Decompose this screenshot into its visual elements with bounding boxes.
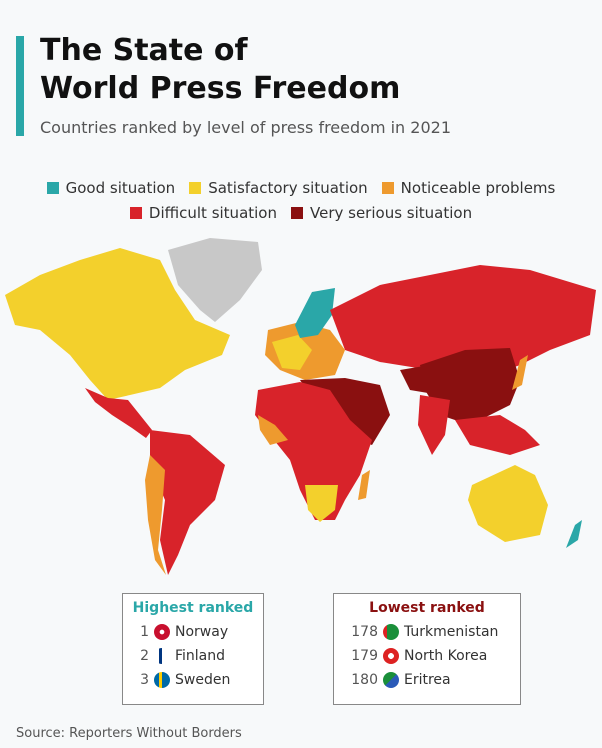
- rank: 1: [140, 624, 149, 640]
- country: Turkmenistan: [404, 624, 499, 640]
- title-line: World Press Freedom: [40, 71, 401, 106]
- country: North Korea: [404, 648, 488, 664]
- country: Sweden: [175, 672, 231, 688]
- title-line: The State of: [40, 33, 248, 68]
- country: Eritrea: [404, 672, 451, 688]
- country: Finland: [175, 648, 226, 664]
- west-africa: [258, 415, 288, 445]
- ranking-row: 179 North Korea: [334, 644, 520, 668]
- australia: [468, 465, 548, 542]
- legend-item: Difficult situation: [129, 201, 277, 226]
- madagascar: [358, 470, 370, 500]
- south-america-orange: [145, 455, 166, 575]
- russia: [330, 265, 596, 380]
- rank: 178: [351, 624, 378, 640]
- source: Source: Reporters Without Borders: [16, 726, 242, 741]
- title: The State of World Press Freedom: [40, 32, 400, 108]
- rank: 3: [140, 672, 149, 688]
- highest-box: Highest ranked 1 Norway 2 Finland 3 Sweden: [122, 593, 264, 705]
- ranking-row: 2 Finland: [123, 644, 263, 668]
- legend-item: Satisfactory situation: [189, 176, 368, 201]
- flag: [154, 624, 170, 640]
- africa: [255, 382, 372, 520]
- central-america: [85, 388, 152, 438]
- legend-swatch: [189, 182, 202, 194]
- rank: 179: [351, 648, 378, 664]
- flag: [154, 672, 170, 688]
- legend-swatch: [46, 182, 59, 194]
- lowest-box: Lowest ranked 178 Turkmenistan 179 North Ko…: [333, 593, 521, 705]
- ranking-row: 178 Turkmenistan: [334, 620, 520, 644]
- accent-bar: [16, 36, 24, 136]
- flag: [154, 648, 170, 664]
- legend-item: Noticeable problems: [381, 176, 556, 201]
- india: [418, 395, 450, 455]
- world-map: [5, 238, 596, 575]
- legend-label: Satisfactory situation: [208, 179, 368, 197]
- flag: [383, 672, 399, 688]
- ranking-row: 3 Sweden: [123, 668, 263, 692]
- ranking-row: 1 Norway: [123, 620, 263, 644]
- rank: 180: [351, 672, 378, 688]
- rank: 2: [140, 648, 149, 664]
- north-america: [5, 248, 230, 400]
- country: Norway: [175, 624, 229, 640]
- legend-swatch: [129, 207, 142, 219]
- box-title: Highest ranked: [132, 600, 254, 616]
- flag: [383, 648, 399, 664]
- box-title: Lowest ranked: [369, 600, 485, 616]
- southern-africa: [305, 485, 338, 522]
- south-america-red: [150, 430, 225, 575]
- japan: [512, 355, 528, 390]
- legend-swatch: [291, 207, 303, 219]
- legend-label: Noticeable problems: [400, 179, 556, 197]
- western-europe: [272, 335, 312, 370]
- southeast-asia: [455, 415, 540, 455]
- legend-item: Very serious situation: [291, 201, 472, 226]
- legend: Good situation Satisfactory situation Noti…: [0, 176, 602, 226]
- legend-label: Very serious situation: [310, 204, 473, 222]
- scandinavia: [295, 288, 335, 338]
- legend-item: Good situation: [46, 176, 176, 201]
- new-zealand: [566, 520, 582, 548]
- legend-swatch: [381, 182, 394, 194]
- greenland: [168, 238, 262, 322]
- flag: [383, 624, 399, 640]
- ranking-row: 180 Eritrea: [334, 668, 520, 692]
- subtitle: Countries ranked by level of press freed…: [40, 118, 451, 137]
- legend-label: Difficult situation: [148, 204, 277, 222]
- legend-label: Good situation: [65, 179, 176, 197]
